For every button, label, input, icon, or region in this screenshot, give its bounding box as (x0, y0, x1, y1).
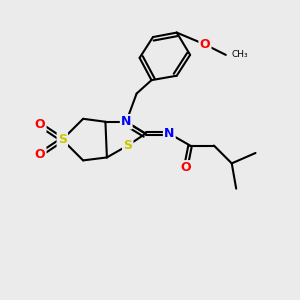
Text: O: O (35, 148, 45, 161)
Text: N: N (164, 127, 175, 140)
Text: O: O (180, 161, 191, 174)
Text: CH₃: CH₃ (232, 50, 248, 59)
Text: S: S (123, 139, 132, 152)
Text: N: N (121, 115, 131, 128)
Text: O: O (200, 38, 210, 51)
Text: O: O (35, 118, 45, 131)
Text: S: S (58, 133, 67, 146)
